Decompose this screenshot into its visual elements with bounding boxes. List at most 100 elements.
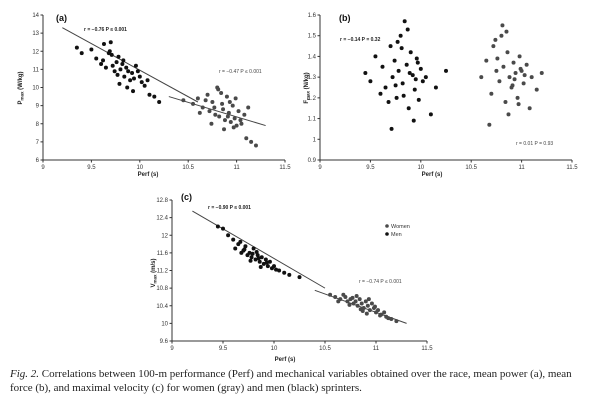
y-tick-label: 1.6 bbox=[308, 13, 317, 19]
data-point-men bbox=[378, 91, 383, 96]
data-point-women bbox=[228, 119, 233, 124]
panel-c-ylabel: Vmax (m/s) bbox=[151, 258, 158, 287]
data-point-men bbox=[388, 44, 393, 49]
data-point-women bbox=[495, 56, 500, 61]
data-point-women bbox=[191, 101, 196, 106]
data-point-women bbox=[203, 98, 208, 103]
data-point-men bbox=[368, 79, 373, 84]
data-point-women bbox=[221, 107, 226, 112]
data-point-men bbox=[418, 66, 423, 71]
data-point-women bbox=[487, 122, 492, 127]
y-tick-label: 10 bbox=[32, 86, 39, 92]
data-point-men bbox=[433, 85, 438, 90]
panel-b-axes: 9 9.5 10 10.5 11 11.5 0.9 1 1.1 1.2 1.3 1.4 1.5 1.6 bbox=[308, 13, 579, 171]
data-point-men bbox=[400, 81, 405, 86]
panel-b-ylabel: Fmax (N/kg) bbox=[304, 72, 311, 103]
x-tick-label: 9.5 bbox=[87, 165, 96, 171]
data-point-women bbox=[501, 64, 506, 69]
y-tick-label: 8 bbox=[36, 122, 40, 128]
data-point-women bbox=[506, 112, 511, 117]
data-point-women bbox=[510, 83, 515, 88]
panel-c-annotation-men: r = −0.90 P ≤ 0.001 bbox=[208, 205, 251, 211]
data-point-men bbox=[287, 272, 292, 277]
data-point-men bbox=[112, 69, 117, 74]
data-point-women bbox=[200, 105, 205, 110]
data-point-women bbox=[504, 29, 509, 34]
data-point-men bbox=[407, 71, 412, 75]
panel-a-ylabel-main: P bbox=[18, 101, 24, 105]
data-point-women bbox=[225, 114, 230, 119]
data-point-women bbox=[234, 123, 239, 128]
data-point-women bbox=[195, 96, 200, 101]
caption-text: Correlations between 100-m performance (… bbox=[10, 368, 572, 394]
data-point-women bbox=[507, 75, 512, 80]
data-point-men bbox=[79, 51, 84, 56]
data-point-men bbox=[110, 63, 115, 68]
x-tick-label: 9 bbox=[318, 165, 322, 171]
caption-label: Fig. 2. bbox=[10, 368, 40, 380]
data-point-men bbox=[121, 58, 126, 63]
panel-a-axes: 9 9.5 10 10.5 11 11.5 6 7 8 9 10 11 12 13 14 bbox=[32, 13, 291, 171]
figure-caption: Fig. 2. Correlations between 100-m perfo… bbox=[10, 367, 585, 395]
panel-a-ylabel: Pmax (W/kg) bbox=[18, 71, 25, 104]
data-point-women bbox=[354, 294, 359, 299]
y-tick-label: 11.6 bbox=[157, 251, 169, 257]
y-tick-label: 10 bbox=[161, 321, 168, 327]
data-point-women bbox=[372, 304, 377, 309]
data-point-men bbox=[118, 67, 123, 72]
data-point-women bbox=[511, 60, 516, 65]
y-tick-label: 1.1 bbox=[308, 117, 317, 123]
data-point-women bbox=[205, 92, 210, 97]
data-point-women bbox=[236, 109, 241, 114]
y-tick-label: 1.3 bbox=[308, 75, 317, 81]
data-point-women bbox=[181, 98, 186, 103]
data-point-women bbox=[499, 33, 504, 38]
data-point-women bbox=[217, 114, 222, 119]
data-point-women bbox=[213, 112, 218, 117]
data-point-women bbox=[336, 299, 341, 304]
data-point-men bbox=[238, 239, 243, 244]
data-point-men bbox=[255, 253, 260, 258]
data-point-men bbox=[251, 246, 256, 251]
data-point-women bbox=[378, 313, 383, 318]
data-point-men bbox=[297, 275, 302, 280]
panel-c-axes: 9 9.5 10 10.5 11 11.5 9.6 10 10.4 10.8 11.2 11.6 12 1… bbox=[156, 198, 433, 352]
data-point-women bbox=[328, 292, 333, 297]
y-tick-label: 12.8 bbox=[156, 198, 168, 204]
x-tick-label: 11 bbox=[233, 165, 240, 171]
y-tick-label: 1.2 bbox=[308, 96, 317, 102]
data-point-men bbox=[128, 78, 133, 83]
data-point-men bbox=[233, 246, 238, 251]
data-point-men bbox=[261, 261, 266, 266]
data-point-men bbox=[131, 89, 136, 94]
x-tick-label: 10 bbox=[417, 165, 424, 171]
data-point-women bbox=[534, 87, 539, 92]
panel-b-annotation-men: r = −0.14 P = 0.32 bbox=[340, 37, 381, 43]
panel-c-xlabel: Perf (s) bbox=[275, 357, 296, 363]
data-point-women bbox=[515, 95, 520, 100]
panel-c-marks bbox=[192, 210, 407, 324]
x-tick-label: 9 bbox=[170, 346, 174, 352]
x-tick-label: 11.5 bbox=[279, 165, 291, 171]
data-point-men bbox=[256, 256, 261, 261]
data-point-men bbox=[94, 56, 99, 61]
data-point-women bbox=[232, 116, 237, 121]
data-point-women bbox=[386, 316, 391, 321]
data-point-men bbox=[139, 80, 144, 85]
data-point-men bbox=[404, 62, 409, 67]
data-point-men bbox=[133, 63, 138, 68]
y-tick-label: 13 bbox=[32, 31, 39, 37]
y-tick-label: 10.8 bbox=[156, 286, 168, 292]
data-point-men bbox=[103, 65, 108, 70]
data-point-men bbox=[444, 68, 448, 73]
data-point-men bbox=[411, 118, 416, 123]
trend-line-women bbox=[168, 96, 266, 127]
x-tick-label: 10 bbox=[271, 346, 278, 352]
data-point-women bbox=[369, 301, 374, 306]
data-point-men bbox=[406, 106, 411, 111]
data-point-men bbox=[399, 46, 404, 51]
panel-c-legend: Women Men bbox=[385, 224, 410, 238]
panel-c-ylabel-sub: max bbox=[153, 274, 158, 284]
x-tick-label: 11.5 bbox=[566, 165, 578, 171]
panel-c: 9 9.5 10 10.5 11 11.5 9.6 10 10.4 10.8 11.2 11.6 12 1… bbox=[150, 185, 450, 363]
